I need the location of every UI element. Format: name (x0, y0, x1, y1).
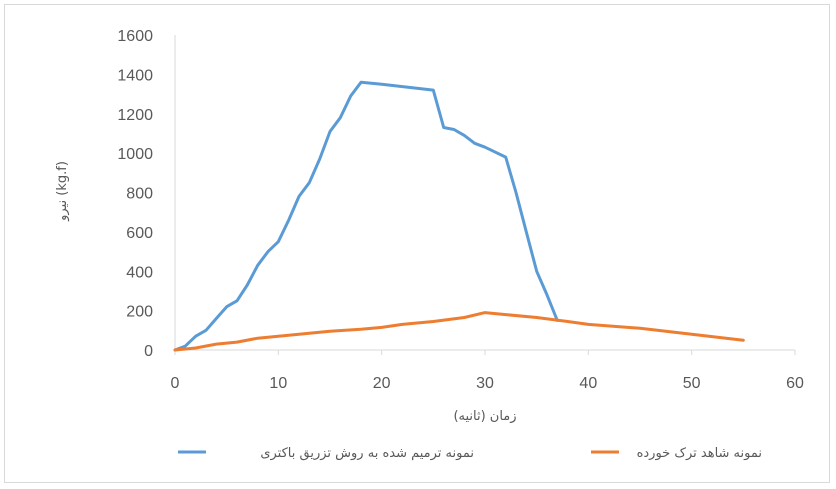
x-axis: 0 10 20 30 40 50 60 (171, 349, 804, 392)
y-tick-label: 1200 (117, 107, 153, 124)
y-tick-label: 600 (126, 225, 153, 242)
series-line-1 (173, 80, 559, 352)
y-tick-label: 0 (144, 343, 153, 360)
x-tick-label: 20 (373, 375, 391, 392)
y-tick-label: 1000 (117, 146, 153, 163)
series-line-2 (173, 311, 745, 352)
y-tick-label: 800 (126, 186, 153, 203)
legend-label-2: نمونه شاهد ترک خورده (637, 446, 762, 461)
y-tick-label: 200 (126, 304, 153, 321)
legend: نمونه ترمیم شده به روش تزریق باکتری نمونه… (178, 446, 762, 461)
y-tick-label: 1600 (117, 28, 153, 45)
y-axis-title: نیرو (kg.f) (55, 161, 70, 222)
chart-frame (4, 4, 830, 483)
x-tick-label: 0 (171, 375, 180, 392)
x-tick-label: 40 (579, 375, 597, 392)
x-tick-label: 60 (786, 375, 804, 392)
x-tick-label: 50 (683, 375, 701, 392)
x-tick-label: 10 (269, 375, 287, 392)
y-tick-label: 1400 (117, 67, 153, 84)
x-tick-label: 30 (476, 375, 494, 392)
legend-label-1: نمونه ترمیم شده به روش تزریق باکتری (260, 446, 474, 461)
y-axis: 0 200 400 600 800 1000 1200 1400 1600 (117, 28, 176, 360)
y-tick-label: 400 (126, 264, 153, 281)
series-layer (173, 80, 745, 352)
x-axis-title: زمان (ثانیه) (453, 409, 516, 424)
